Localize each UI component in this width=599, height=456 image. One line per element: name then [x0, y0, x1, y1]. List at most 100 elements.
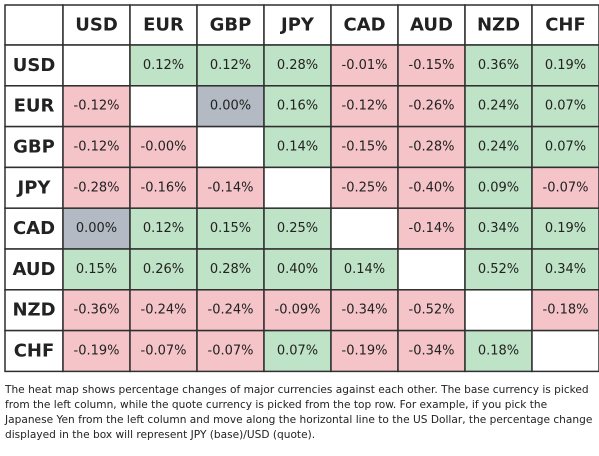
row-header-aud — [4, 248, 64, 291]
heatmap-caption: The heat map shows percentage changes of… — [5, 384, 593, 441]
heatmap-value-cad-usd: 0.00% — [76, 221, 117, 236]
heatmap-value-nzd-usd: -0.36% — [74, 303, 120, 318]
heatmap-cell-chf-eur — [129, 329, 198, 373]
heatmap-value-eur-chf: 0.07% — [545, 99, 586, 114]
heatmap-value-gbp-eur: -0.00% — [141, 140, 187, 155]
heatmap-value-eur-jpy: 0.16% — [277, 99, 318, 114]
heatmap-cell-cad-jpy — [263, 207, 332, 250]
row-header-label-gbp: GBP — [13, 137, 55, 158]
heatmap-value-eur-cad: -0.12% — [342, 99, 388, 114]
heatmap-cell-chf-gbp — [196, 329, 265, 373]
heatmap-value-aud-cad: 0.14% — [344, 262, 385, 277]
heatmap-value-eur-gbp: 0.00% — [210, 99, 251, 114]
heatmap-value-usd-eur: 0.12% — [143, 58, 184, 73]
heatmap-value-eur-nzd: 0.24% — [478, 99, 519, 114]
corner-cell — [4, 4, 64, 46]
heatmap-cell-aud-cad — [330, 248, 399, 291]
heatmap-value-cad-jpy: 0.25% — [277, 221, 318, 236]
row-header-chf — [4, 329, 64, 373]
column-header-eur — [129, 4, 198, 46]
heatmap-value-gbp-cad: -0.15% — [342, 140, 388, 155]
heatmap-value-jpy-nzd: 0.09% — [478, 180, 519, 195]
heatmap-value-usd-chf: 0.19% — [545, 58, 586, 73]
heatmap-cell-nzd-cad — [330, 289, 399, 332]
heatmap-value-gbp-jpy: 0.14% — [277, 140, 318, 155]
heatmap-cell-nzd-chf — [531, 289, 599, 332]
row-header-gbp — [4, 125, 64, 169]
row-header-label-nzd: NZD — [12, 300, 55, 321]
heatmap-cell-chf-chf — [531, 329, 599, 373]
heatmap-value-nzd-chf: -0.18% — [543, 303, 589, 318]
column-header-chf — [531, 4, 599, 46]
heatmap-cell-eur-eur — [129, 85, 198, 128]
heatmap-cell-chf-nzd — [464, 329, 533, 373]
heatmap-value-chf-gbp: -0.07% — [208, 344, 254, 359]
heatmap-cell-eur-aud — [397, 85, 466, 128]
row-header-cad — [4, 207, 64, 250]
column-header-label-eur: EUR — [143, 15, 184, 36]
heatmap-cell-aud-chf — [531, 248, 599, 291]
heatmap-value-cad-eur: 0.12% — [143, 221, 184, 236]
heatmap-svg: USD EUR GBP JPY CAD AUD NZD CHF USD 0.12% 0.12% 0.2… — [4, 4, 599, 373]
heatmap-value-nzd-gbp: -0.24% — [208, 303, 254, 318]
heatmap-value-nzd-jpy: -0.09% — [275, 303, 321, 318]
row-header-label-chf: CHF — [14, 341, 55, 362]
currency-heatmap: USD EUR GBP JPY CAD AUD NZD CHF USD 0.12% 0.12% 0.2… — [4, 4, 599, 373]
heatmap-value-gbp-nzd: 0.24% — [478, 140, 519, 155]
heatmap-cell-aud-aud — [397, 248, 466, 291]
heatmap-cell-cad-gbp — [196, 207, 265, 250]
heatmap-value-nzd-eur: -0.24% — [141, 303, 187, 318]
column-header-label-aud: AUD — [410, 15, 453, 36]
heatmap-value-aud-chf: 0.34% — [545, 262, 586, 277]
heatmap-value-eur-aud: -0.26% — [409, 99, 455, 114]
heatmap-value-aud-gbp: 0.28% — [210, 262, 251, 277]
heatmap-cell-eur-jpy — [263, 85, 332, 128]
heatmap-value-jpy-gbp: -0.14% — [208, 180, 254, 195]
heatmap-cell-usd-cad — [330, 44, 399, 87]
heatmap-cell-cad-chf — [531, 207, 599, 250]
heatmap-value-aud-jpy: 0.40% — [277, 262, 318, 277]
heatmap-cell-gbp-eur — [129, 125, 198, 169]
column-header-label-cad: CAD — [343, 15, 385, 36]
heatmap-value-aud-usd: 0.15% — [76, 262, 117, 277]
heatmap-value-gbp-chf: 0.07% — [545, 140, 586, 155]
heatmap-cell-gbp-gbp — [196, 125, 265, 169]
heatmap-cell-nzd-nzd — [464, 289, 533, 332]
heatmap-cell-usd-chf — [531, 44, 599, 87]
heatmap-value-jpy-eur: -0.16% — [141, 180, 187, 195]
column-header-label-nzd: NZD — [477, 15, 520, 36]
heatmap-value-chf-jpy: 0.07% — [277, 344, 318, 359]
heatmap-cell-jpy-jpy — [263, 166, 332, 209]
heatmap-cell-jpy-chf — [531, 166, 599, 209]
heatmap-cell-nzd-gbp — [196, 289, 265, 332]
heatmap-value-chf-eur: -0.07% — [141, 344, 187, 359]
heatmap-value-cad-nzd: 0.34% — [478, 221, 519, 236]
row-header-eur — [4, 85, 64, 128]
heatmap-cell-chf-jpy — [263, 329, 332, 373]
heatmap-value-cad-aud: -0.14% — [409, 221, 455, 236]
heatmap-value-chf-nzd: 0.18% — [478, 344, 519, 359]
column-header-label-chf: CHF — [545, 15, 586, 36]
heatmap-cell-aud-jpy — [263, 248, 332, 291]
row-header-label-aud: AUD — [13, 259, 56, 280]
heatmap-value-chf-usd: -0.19% — [74, 344, 120, 359]
heatmap-value-nzd-aud: -0.52% — [409, 303, 455, 318]
column-header-usd — [62, 4, 131, 46]
heatmap-value-eur-usd: -0.12% — [74, 99, 120, 114]
heatmap-value-gbp-aud: -0.28% — [409, 140, 455, 155]
heatmap-cell-eur-usd — [62, 85, 131, 128]
heatmap-cell-nzd-usd — [62, 289, 131, 332]
heatmap-value-nzd-cad: -0.34% — [342, 303, 388, 318]
heatmap-cell-aud-nzd — [464, 248, 533, 291]
heatmap-value-chf-aud: -0.34% — [409, 344, 455, 359]
heatmap-cell-usd-jpy — [263, 44, 332, 87]
heatmap-cell-cad-nzd — [464, 207, 533, 250]
heatmap-value-usd-nzd: 0.36% — [478, 58, 519, 73]
column-header-label-usd: USD — [75, 15, 118, 36]
heatmap-value-cad-gbp: 0.15% — [210, 221, 251, 236]
heatmap-value-jpy-chf: -0.07% — [543, 180, 589, 195]
heatmap-cell-eur-cad — [330, 85, 399, 128]
heatmap-cell-aud-eur — [129, 248, 198, 291]
heatmap-value-chf-cad: -0.19% — [342, 344, 388, 359]
column-header-label-gbp: GBP — [210, 15, 252, 36]
